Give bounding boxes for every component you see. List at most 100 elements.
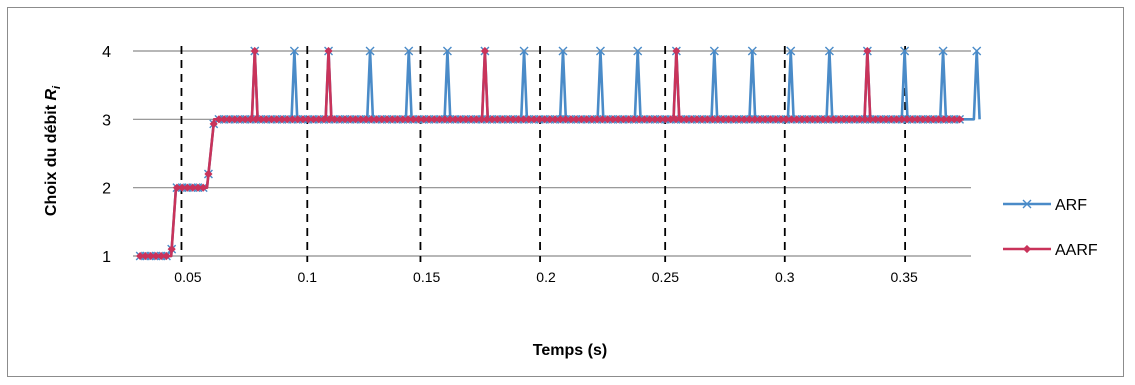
data-point bbox=[551, 115, 560, 124]
data-point bbox=[708, 115, 717, 124]
data-point bbox=[734, 115, 744, 124]
legend: ARF AARF bbox=[1003, 197, 1098, 259]
data-point bbox=[871, 115, 880, 124]
data-point bbox=[881, 115, 891, 124]
data-point bbox=[482, 115, 491, 124]
data-point bbox=[477, 115, 486, 124]
data-point bbox=[918, 115, 927, 124]
x-tick-label: 0.05 bbox=[174, 269, 201, 285]
x-tick-labels: 0.05 0.1 0.15 0.2 0.25 0.3 0.35 bbox=[174, 269, 918, 285]
data-point bbox=[445, 115, 455, 124]
data-point bbox=[582, 115, 591, 124]
data-point bbox=[908, 115, 917, 124]
legend-label: AARF bbox=[1055, 242, 1098, 259]
data-point bbox=[566, 115, 575, 124]
data-point bbox=[136, 251, 145, 261]
data-point-peak bbox=[289, 46, 299, 56]
data-point bbox=[577, 115, 586, 124]
data-point bbox=[855, 115, 864, 124]
grid-lines bbox=[133, 50, 971, 257]
data-point bbox=[876, 115, 885, 124]
data-point bbox=[372, 115, 381, 124]
data-point bbox=[535, 115, 544, 124]
y-tick-labels: 1 2 3 4 bbox=[102, 44, 111, 266]
data-point bbox=[435, 115, 444, 124]
legend-marker bbox=[1022, 244, 1032, 254]
data-point bbox=[650, 115, 659, 124]
data-point bbox=[466, 115, 476, 124]
data-point bbox=[850, 115, 859, 124]
vertical-dashed-lines bbox=[180, 46, 907, 262]
data-point-peak bbox=[558, 46, 568, 56]
data-point bbox=[157, 251, 166, 261]
data-point bbox=[729, 115, 738, 124]
data-point-peak bbox=[972, 46, 982, 56]
data-point bbox=[188, 183, 197, 192]
data-point bbox=[782, 115, 791, 124]
data-point bbox=[813, 115, 822, 124]
data-point bbox=[587, 115, 596, 124]
data-point-peak bbox=[324, 46, 333, 56]
data-point bbox=[603, 115, 612, 124]
data-point bbox=[545, 115, 554, 124]
data-point bbox=[298, 115, 308, 124]
data-point bbox=[241, 115, 250, 124]
series-lines bbox=[135, 46, 982, 261]
y-axis-title-symbol: R bbox=[43, 89, 60, 101]
data-point-peak bbox=[900, 46, 910, 56]
data-point bbox=[440, 115, 449, 124]
data-point bbox=[755, 115, 765, 124]
data-point bbox=[183, 183, 192, 192]
data-point bbox=[713, 115, 722, 124]
data-point bbox=[635, 115, 644, 124]
data-point bbox=[235, 115, 245, 124]
data-point bbox=[178, 183, 187, 192]
data-point-peak bbox=[633, 46, 643, 56]
data-point bbox=[209, 119, 218, 128]
chart-svg: 1 2 3 4 0.05 0.1 0.15 0.2 0.25 0.3 0.35 Temps (s)… bbox=[43, 44, 1098, 359]
data-point bbox=[593, 115, 602, 124]
data-point bbox=[382, 115, 392, 124]
data-point bbox=[614, 115, 623, 124]
data-point bbox=[598, 115, 607, 124]
data-point bbox=[230, 115, 239, 124]
legend-item-arf: ARF bbox=[1003, 197, 1087, 214]
data-point bbox=[199, 183, 208, 192]
data-point bbox=[556, 115, 565, 124]
y-tick-label: 2 bbox=[102, 181, 111, 198]
data-point bbox=[424, 115, 434, 124]
y-axis-title-main: Choix du débit bbox=[43, 101, 60, 217]
legend-item-aarf: AARF bbox=[1003, 242, 1098, 259]
data-point bbox=[750, 115, 759, 124]
data-point bbox=[671, 115, 680, 124]
data-point bbox=[214, 115, 224, 124]
data-point bbox=[787, 115, 796, 124]
y-tick-label: 1 bbox=[102, 249, 111, 266]
x-tick-label: 0.1 bbox=[298, 269, 318, 285]
data-point bbox=[540, 115, 549, 124]
data-point-peak bbox=[519, 46, 529, 56]
data-point-peak bbox=[938, 46, 948, 56]
x-tick-label: 0.15 bbox=[413, 269, 440, 285]
data-point bbox=[929, 115, 938, 124]
data-point bbox=[304, 115, 313, 124]
data-point bbox=[923, 115, 933, 124]
data-point-peak bbox=[786, 46, 796, 56]
data-point bbox=[561, 115, 570, 124]
data-point bbox=[698, 115, 707, 124]
y-tick-label: 3 bbox=[102, 112, 111, 129]
data-point bbox=[887, 115, 896, 124]
data-point bbox=[309, 115, 318, 124]
data-point bbox=[524, 115, 533, 124]
data-point bbox=[351, 115, 360, 124]
x-tick-label: 0.35 bbox=[891, 269, 918, 285]
data-point bbox=[640, 115, 649, 124]
data-point-peak bbox=[672, 46, 681, 56]
data-point bbox=[656, 115, 665, 124]
data-point bbox=[430, 115, 439, 124]
data-point bbox=[361, 115, 371, 124]
data-point bbox=[498, 115, 507, 124]
data-point bbox=[225, 115, 234, 124]
legend-label: ARF bbox=[1055, 197, 1087, 214]
data-point bbox=[808, 115, 817, 124]
